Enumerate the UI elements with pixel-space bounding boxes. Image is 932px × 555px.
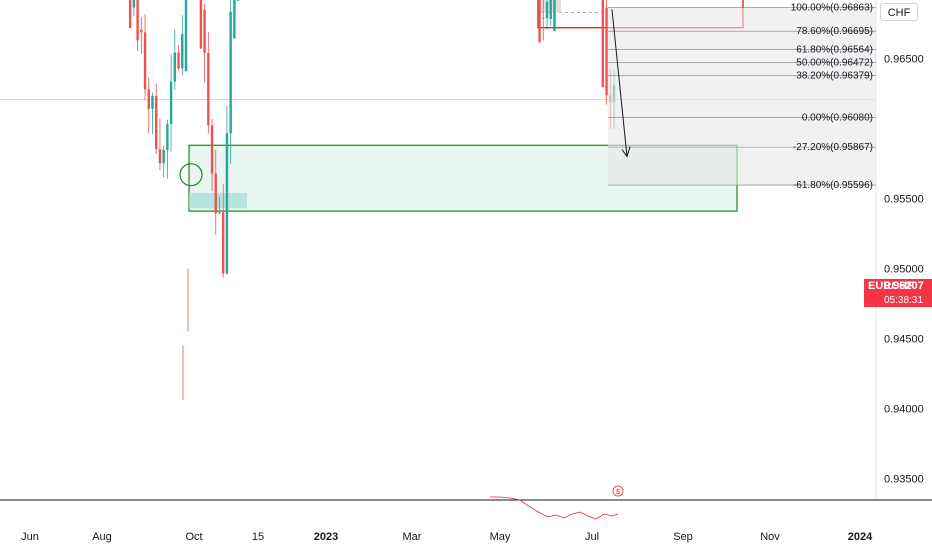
time-tick-label: Mar [403,531,422,543]
time-tick-label: Aug [92,531,112,543]
indicator-line [490,496,619,520]
alert-icon[interactable]: $ [612,485,624,497]
price-tick-label: 0.94500 [884,334,924,346]
candle-body [151,95,154,109]
candle-body [128,0,132,29]
candle-body [140,29,143,33]
candle-body [143,32,147,90]
candle-body [147,89,150,109]
price-tick-label: 0.95000 [884,264,924,276]
candle-body [169,81,173,124]
candle-body [184,0,188,72]
time-tick-label: 2024 [848,531,873,543]
candle-body [222,212,225,274]
candle-body [545,1,549,19]
price-axis[interactable]: 0.995000.990000.985000.980000.975000.970… [884,0,924,486]
fib-level-label: 0.00%(0.96080) [802,112,873,123]
price-tick-label: 0.93500 [884,474,924,486]
countdown-tag: 05:38:31 [864,294,932,307]
time-tick-label: Jul [585,531,599,543]
fib-level-label: 61.80%(0.96564) [796,45,873,56]
time-tick-label: Oct [185,531,202,543]
time-axis[interactable]: Jun Aug Oct 15 2023 Mar May Jul Sep Nov 2024 [21,531,873,543]
candle-body [542,17,545,19]
fib-level-label: -27.20%(0.95867) [793,142,873,153]
fib-level-label: 100.00%(0.96863) [791,3,873,14]
highlight-circle [179,163,203,187]
time-tick-label: 2023 [314,531,338,543]
candle-body [233,0,236,39]
fib-level-label: -61.80%(0.95596) [793,180,873,191]
candle-body [605,7,608,96]
candle-body [177,52,180,69]
candle-body [553,0,556,32]
candle-body [203,9,206,53]
candle-body [207,52,210,126]
candle-body [538,0,541,43]
candle-body [158,149,162,164]
symbol-price-tag: EURCHF [864,279,932,294]
candle-body [218,212,221,214]
fib-level-label: 38.20%(0.96379) [796,70,873,81]
svg-text:$: $ [616,489,620,496]
candle-body [229,11,232,134]
symbol-label: EURCHF [868,280,914,292]
time-tick-label: May [490,531,511,543]
candle-body [549,0,552,20]
candle-body [155,95,158,150]
price-tick-label: 0.94000 [884,404,924,416]
countdown-value: 05:38:31 [884,295,923,306]
currency-badge[interactable]: CHF [880,3,918,21]
candle-body [236,0,240,1]
last-price-overlay: 0.96207 [864,279,932,294]
demand-origin-block [189,192,247,209]
time-tick-label: Nov [760,531,780,543]
candle-body [162,150,165,164]
candle-body [132,0,136,8]
last-price-value: 0.96207 [884,280,924,292]
candle-body [173,52,177,82]
fib-area [608,7,876,186]
fib-level-label: 50.00%(0.96472) [796,57,873,68]
price-tick-label: 0.96500 [884,54,924,66]
candle-body [199,0,203,49]
time-tick-label: Sep [673,531,693,543]
candle-body [214,173,217,214]
projection-arrow [611,9,628,157]
candle-body [225,133,229,274]
candle-body [166,123,169,151]
fib-level-label: 78.60%(0.96695) [796,26,873,37]
candle-body [601,0,605,88]
fibonacci-retracement[interactable]: 100.00%(0.96863) 78.60%(0.96695) 61.80%(0.… [608,3,876,191]
time-tick-label: 15 [252,531,264,543]
time-tick-label: Jun [21,531,39,543]
price-tick-label: 0.95500 [884,194,924,206]
candle-body [210,125,214,174]
projection-arrow-head [621,146,631,158]
candle-body [136,0,139,41]
candle-body [181,33,184,69]
